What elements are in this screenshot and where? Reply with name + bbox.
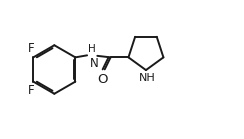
Text: F: F xyxy=(27,42,34,55)
Text: F: F xyxy=(27,84,34,97)
Text: NH: NH xyxy=(139,73,156,83)
Text: O: O xyxy=(97,73,107,86)
Text: H: H xyxy=(88,44,96,54)
Text: N: N xyxy=(90,57,99,70)
